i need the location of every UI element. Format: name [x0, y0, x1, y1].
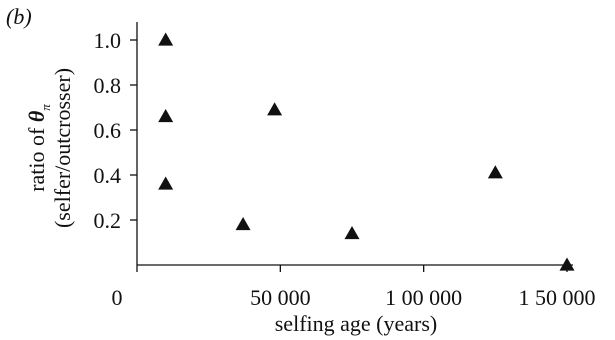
data-point: [158, 32, 174, 46]
x-axis-title: selfing age (years): [275, 311, 437, 336]
y-tick-label: 0.4: [94, 163, 122, 188]
y-axis-title-line2: (selfer/outcrosser): [50, 68, 75, 228]
svg-text:ratio of θπ: ratio of θπ: [24, 104, 53, 192]
x-tick-label: 1 00 000: [385, 285, 462, 310]
data-point: [559, 257, 575, 271]
theta-symbol: θ: [24, 110, 49, 122]
ticks: 0.2 0.4 0.6 0.8 1.0 0 50 000 1 00 000 1 50 000: [94, 28, 596, 310]
data-point: [235, 217, 251, 231]
y-axis-title: ratio of θπ (selfer/outcrosser): [24, 68, 75, 228]
x-tick-label: 0: [112, 285, 123, 310]
y-tick-label: 1.0: [94, 28, 122, 53]
y-tick-label: 0.8: [94, 73, 122, 98]
data-point: [267, 102, 283, 116]
y-tick-label: 0.6: [94, 118, 122, 143]
data-point: [344, 226, 360, 240]
x-tick-label: 50 000: [250, 285, 311, 310]
x-tick-label: 1 50 000: [519, 285, 596, 310]
y-tick-label: 0.2: [94, 208, 122, 233]
pi-subscript: π: [38, 104, 53, 111]
data-point: [487, 165, 503, 179]
data-point: [158, 109, 174, 123]
data-point: [158, 176, 174, 190]
panel-label: (b): [6, 4, 32, 29]
axes: [136, 22, 573, 266]
data-points: [158, 32, 575, 271]
y-axis-title-prefix: ratio of: [24, 122, 49, 192]
